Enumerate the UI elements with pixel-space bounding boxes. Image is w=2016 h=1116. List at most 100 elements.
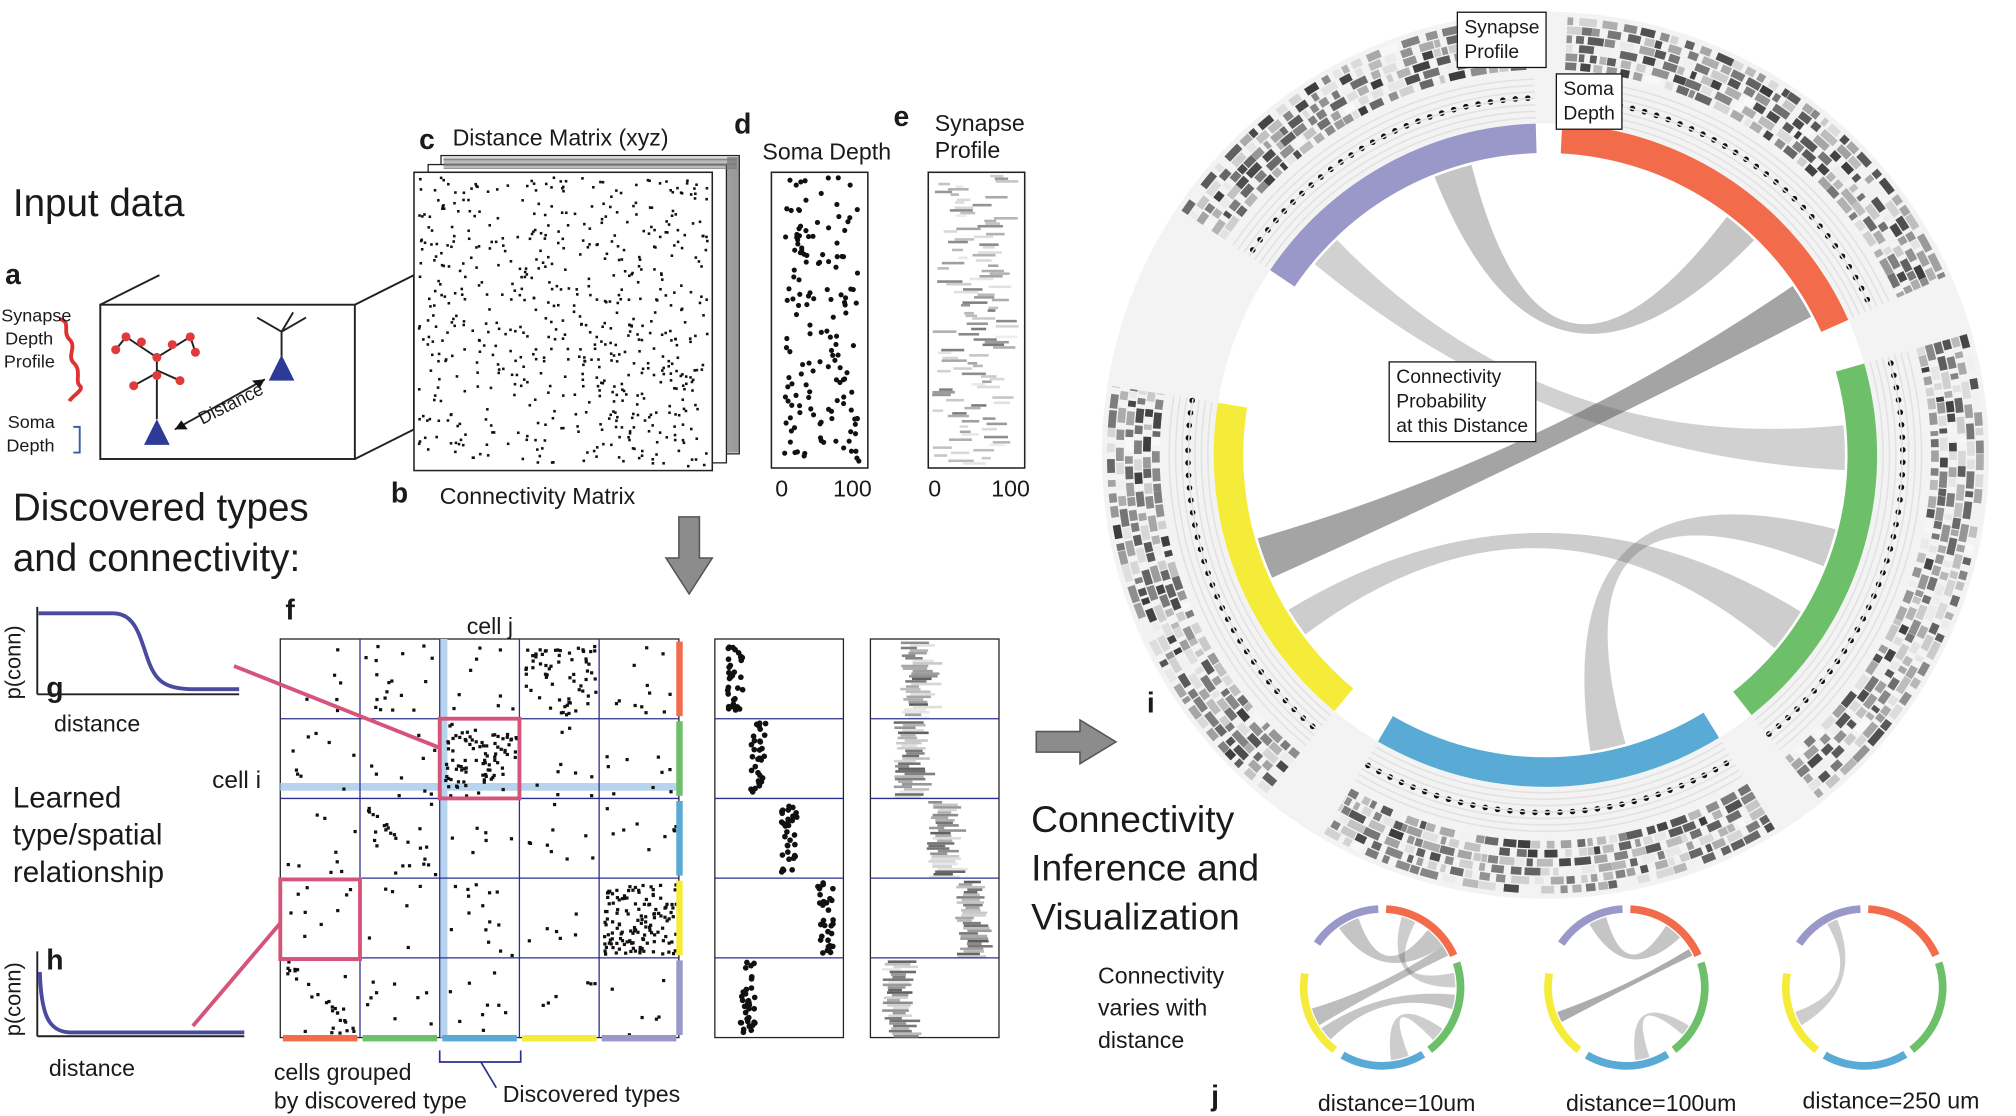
synapse-profile-block <box>1820 715 1837 731</box>
sorted-soma-dot <box>818 933 825 940</box>
connectivity-dot <box>557 230 560 233</box>
connectivity-dot <box>456 424 459 428</box>
connectivity-dot <box>518 267 522 271</box>
sorted-soma-dot <box>782 833 788 840</box>
connectivity-dot <box>437 359 440 363</box>
synapse-profile-block <box>1654 59 1662 68</box>
synapse-profile-block <box>1602 871 1614 881</box>
synapse-profile-block <box>1330 110 1342 122</box>
connectivity-dot <box>603 257 607 260</box>
synapse-profile-block <box>1926 640 1942 661</box>
synapse-profile-block <box>1752 102 1767 115</box>
synapse-profile-block <box>1831 744 1845 759</box>
sorted-synapse-row <box>961 908 981 912</box>
connectivity-dot <box>551 416 555 420</box>
synapse-profile-block <box>1975 427 1984 436</box>
synapse-profile-row <box>988 306 999 310</box>
synapse-profile-row <box>956 198 971 202</box>
synapse-profile-block <box>1445 34 1460 45</box>
synapse-profile-block <box>1146 552 1156 563</box>
grouped-dot <box>457 693 461 697</box>
connectivity-dot <box>698 220 702 224</box>
sorted-synapse-row <box>884 1016 902 1020</box>
synapse-profile-block <box>1145 495 1155 509</box>
grouped-dot <box>468 742 472 747</box>
soma-dot <box>821 439 827 445</box>
connectivity-dot <box>673 433 677 437</box>
connectivity-dot <box>502 244 505 247</box>
sorted-synapse-row <box>965 906 980 909</box>
grouped-dot <box>648 691 652 695</box>
sorted-soma-dot <box>758 757 765 763</box>
synapse-profile-block <box>1307 115 1318 126</box>
soma-dot <box>850 287 856 293</box>
synapse-profile-block <box>1762 130 1774 141</box>
grouped-dot <box>554 994 558 999</box>
synapse-profile-block <box>1142 457 1151 469</box>
connectivity-dot <box>633 447 636 451</box>
synapse-profile-block <box>1705 800 1720 814</box>
synapse-profile-block <box>1152 430 1161 437</box>
soma-dot <box>804 301 810 308</box>
grouped-dot <box>344 1020 348 1024</box>
synapse-profile-row <box>937 267 949 270</box>
grouped-dot <box>294 768 299 772</box>
synapse-profile-row <box>977 251 1002 254</box>
synapse-profile-row <box>963 462 986 465</box>
synapse-profile-block <box>1119 390 1129 401</box>
row-group-color <box>676 960 683 1035</box>
synapse-profile-block <box>1108 493 1118 503</box>
connectivity-dot <box>573 212 577 216</box>
synapse-profile-block <box>1282 110 1294 122</box>
sorted-soma-dot <box>742 1009 749 1016</box>
grouped-dot <box>614 702 619 706</box>
synapse-profile-block <box>1958 523 1970 543</box>
synapse-profile-block <box>1627 33 1642 45</box>
connectivity-dot <box>547 301 550 304</box>
synapse-profile-block <box>1713 100 1731 115</box>
grouped-dot <box>579 684 583 688</box>
soma-dot <box>787 349 793 355</box>
synapse-profile-block <box>1836 144 1852 160</box>
connectivity-dot <box>431 340 435 343</box>
synapse-profile-block <box>1813 727 1825 738</box>
synapse-profile-block <box>1599 56 1607 66</box>
connectivity-dot <box>495 321 499 325</box>
synapse-profile-block <box>1181 199 1196 215</box>
grouped-dot <box>663 915 667 919</box>
sorted-synapse-row <box>963 926 990 930</box>
connectivity-dot <box>474 182 477 186</box>
grouped-dot <box>557 653 561 658</box>
synapse-profile-block <box>1832 703 1847 719</box>
grouped-dot <box>374 991 379 995</box>
connectivity-dot <box>675 343 679 347</box>
grouped-dot <box>617 898 621 902</box>
synapse-profile-block <box>1877 689 1892 705</box>
synapse-profile-block <box>1339 85 1349 96</box>
grouped-dot <box>464 766 468 770</box>
synapse-profile-block <box>1865 660 1879 676</box>
connectivity-dot <box>636 333 639 336</box>
connectivity-dot <box>670 254 674 257</box>
connectivity-dot <box>581 239 585 242</box>
synapse-profile-block <box>1332 68 1343 79</box>
grouped-dot <box>422 644 426 648</box>
synapse-profile-block <box>1840 188 1858 206</box>
connectivity-dot <box>528 237 532 241</box>
synapse-profile-block <box>1737 783 1752 797</box>
grouped-dot <box>644 711 648 715</box>
small-ribbon <box>1389 1013 1443 1061</box>
connectivity-dot <box>429 369 433 372</box>
grouped-dot <box>602 935 607 939</box>
connectivity-dot <box>586 245 590 249</box>
grouped-dot <box>286 972 290 976</box>
connectivity-dot <box>580 322 583 326</box>
synapse-profile-block <box>1654 40 1663 50</box>
connectivity-dot <box>546 255 550 259</box>
synapse-profile-block <box>1221 674 1234 687</box>
synapse-profile-block <box>1324 826 1342 842</box>
synapse-profile-row <box>961 419 980 423</box>
soma-dot <box>848 407 854 413</box>
connectivity-dot <box>497 327 501 331</box>
synapse-profile-block <box>1924 343 1937 362</box>
